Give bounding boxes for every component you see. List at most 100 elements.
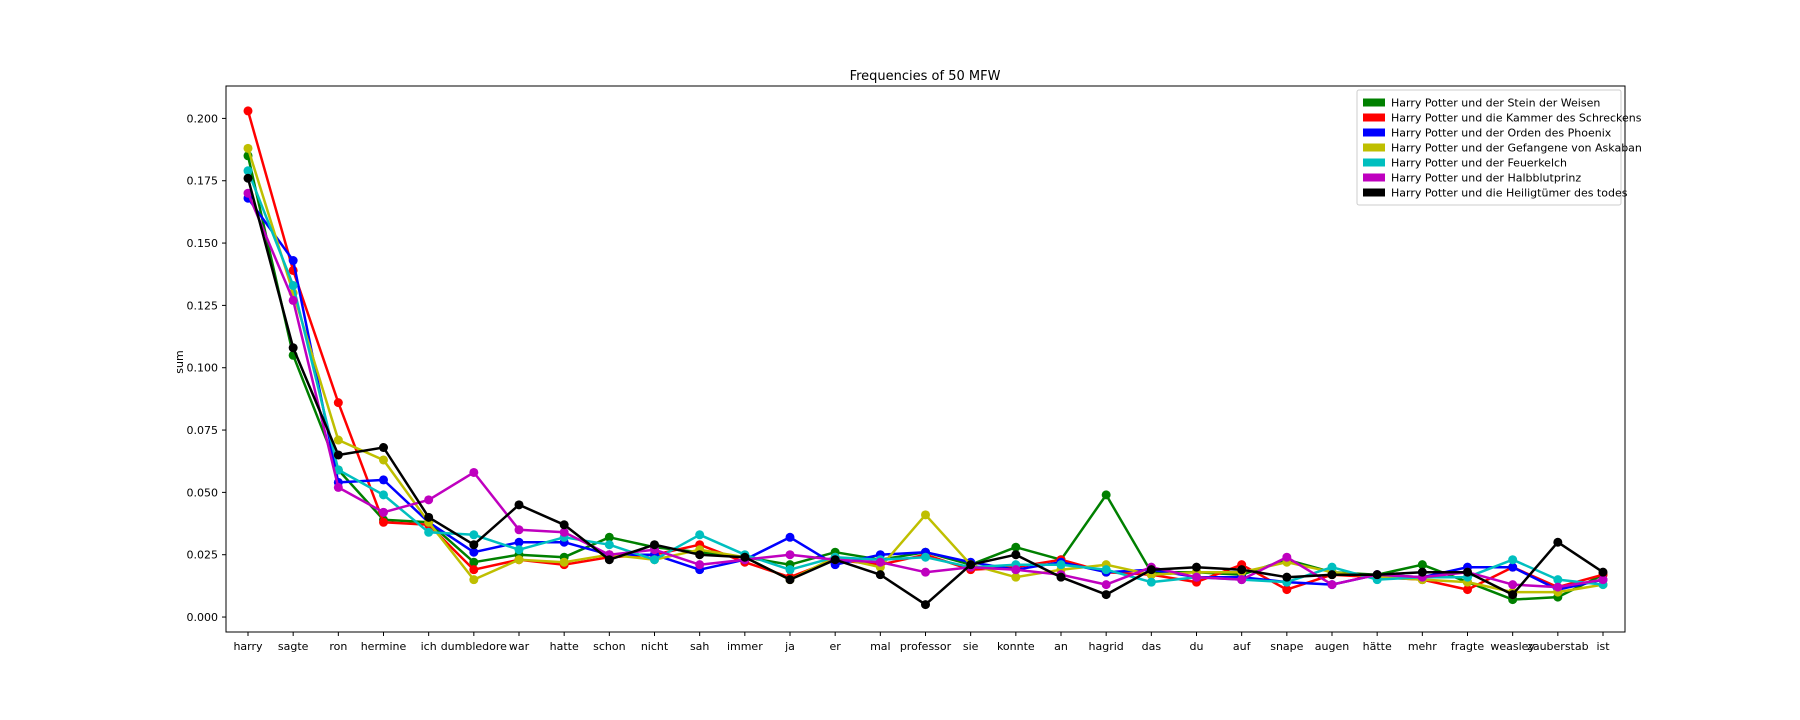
x-tick-label: snape [1270, 640, 1303, 653]
x-tick-label: war [509, 640, 530, 653]
data-point [875, 570, 885, 580]
y-tick-label: 0.050 [187, 486, 219, 499]
data-point [921, 567, 930, 577]
data-point [379, 443, 388, 453]
x-tick-label: auf [1233, 640, 1252, 653]
data-point [514, 555, 524, 565]
data-point [1011, 550, 1021, 560]
data-point [1056, 560, 1066, 570]
data-point [1417, 567, 1427, 577]
data-point [604, 555, 614, 565]
y-tick-label: 0.125 [187, 299, 219, 312]
data-point [469, 467, 479, 477]
legend-label: Harry Potter und der Stein der Weisen [1391, 97, 1600, 110]
data-point [288, 343, 298, 353]
data-point [469, 540, 479, 550]
data-point [650, 555, 659, 565]
data-point [243, 166, 253, 176]
data-point [1553, 582, 1563, 592]
y-tick-label: 0.000 [187, 611, 219, 624]
data-point [514, 545, 524, 555]
data-point [1192, 572, 1201, 582]
data-point [559, 527, 569, 537]
y-tick-label: 0.200 [187, 112, 219, 125]
data-point [288, 295, 298, 305]
x-tick-label: das [1142, 640, 1162, 653]
x-tick-label: mal [870, 640, 891, 653]
data-point [379, 455, 388, 465]
data-point [559, 520, 569, 530]
data-point [288, 256, 298, 266]
data-point [1056, 572, 1066, 582]
y-tick-label: 0.150 [187, 237, 219, 250]
data-point [514, 537, 524, 547]
x-tick-label: harry [233, 640, 263, 653]
data-point [1282, 585, 1292, 595]
x-tick-label: er [830, 640, 842, 653]
data-point [333, 398, 343, 408]
data-point [1101, 565, 1111, 575]
data-point [333, 465, 343, 475]
data-point [1282, 572, 1292, 582]
x-tick-label: ron [329, 640, 347, 653]
data-point [1463, 567, 1472, 577]
legend-label: Harry Potter und der Gefangene von Askab… [1391, 142, 1642, 155]
x-tick-label: ich [421, 640, 437, 653]
x-tick-label: immer [727, 640, 763, 653]
legend-swatch [1363, 173, 1385, 182]
data-point [1101, 590, 1111, 600]
series [243, 173, 1608, 610]
data-point [333, 482, 343, 492]
x-tick-label: nicht [641, 640, 669, 653]
data-point [695, 550, 705, 560]
y-tick-label: 0.025 [187, 549, 219, 562]
data-point [966, 560, 976, 570]
data-point [1146, 565, 1156, 575]
data-point [785, 532, 795, 542]
x-tick-label: ja [784, 640, 795, 653]
legend-label: Harry Potter und die Kammer des Schrecke… [1391, 112, 1642, 125]
data-point [1508, 590, 1518, 600]
data-point [1282, 552, 1292, 562]
data-point [469, 547, 479, 557]
data-point [424, 527, 434, 537]
data-point [243, 106, 253, 116]
data-point [1101, 490, 1111, 500]
legend-swatch [1363, 158, 1385, 167]
data-point [1327, 562, 1337, 572]
x-tick-label: du [1190, 640, 1204, 653]
data-point [1598, 567, 1608, 577]
series-line [246, 147, 1604, 594]
data-point [875, 557, 885, 567]
series [243, 166, 1608, 590]
data-point [785, 565, 795, 575]
data-point [1372, 570, 1382, 580]
data-point [1553, 575, 1563, 585]
data-point [1553, 537, 1563, 547]
legend: Harry Potter und der Stein der Weisen Har… [1356, 89, 1642, 206]
data-point [921, 510, 930, 520]
data-point [1508, 580, 1518, 590]
data-point [1237, 575, 1247, 585]
legend-box [1356, 89, 1622, 206]
data-point [469, 530, 479, 540]
legend-swatch [1363, 113, 1385, 122]
legend-label: Harry Potter und der Orden des Phoenix [1391, 127, 1612, 140]
legend-swatch [1363, 143, 1385, 152]
data-point [604, 532, 614, 542]
y-axis-label: sum [173, 350, 186, 373]
data-point [514, 500, 524, 510]
data-point [650, 540, 659, 550]
data-point [1508, 562, 1518, 572]
data-point [1011, 565, 1021, 575]
data-point [379, 475, 388, 485]
data-point [1327, 580, 1337, 590]
data-point [1463, 585, 1472, 595]
data-point [921, 600, 930, 610]
x-tick-label: sie [963, 640, 979, 653]
legend-swatch [1363, 128, 1385, 137]
x-tick-label: konnte [997, 640, 1035, 653]
data-point [333, 450, 343, 460]
